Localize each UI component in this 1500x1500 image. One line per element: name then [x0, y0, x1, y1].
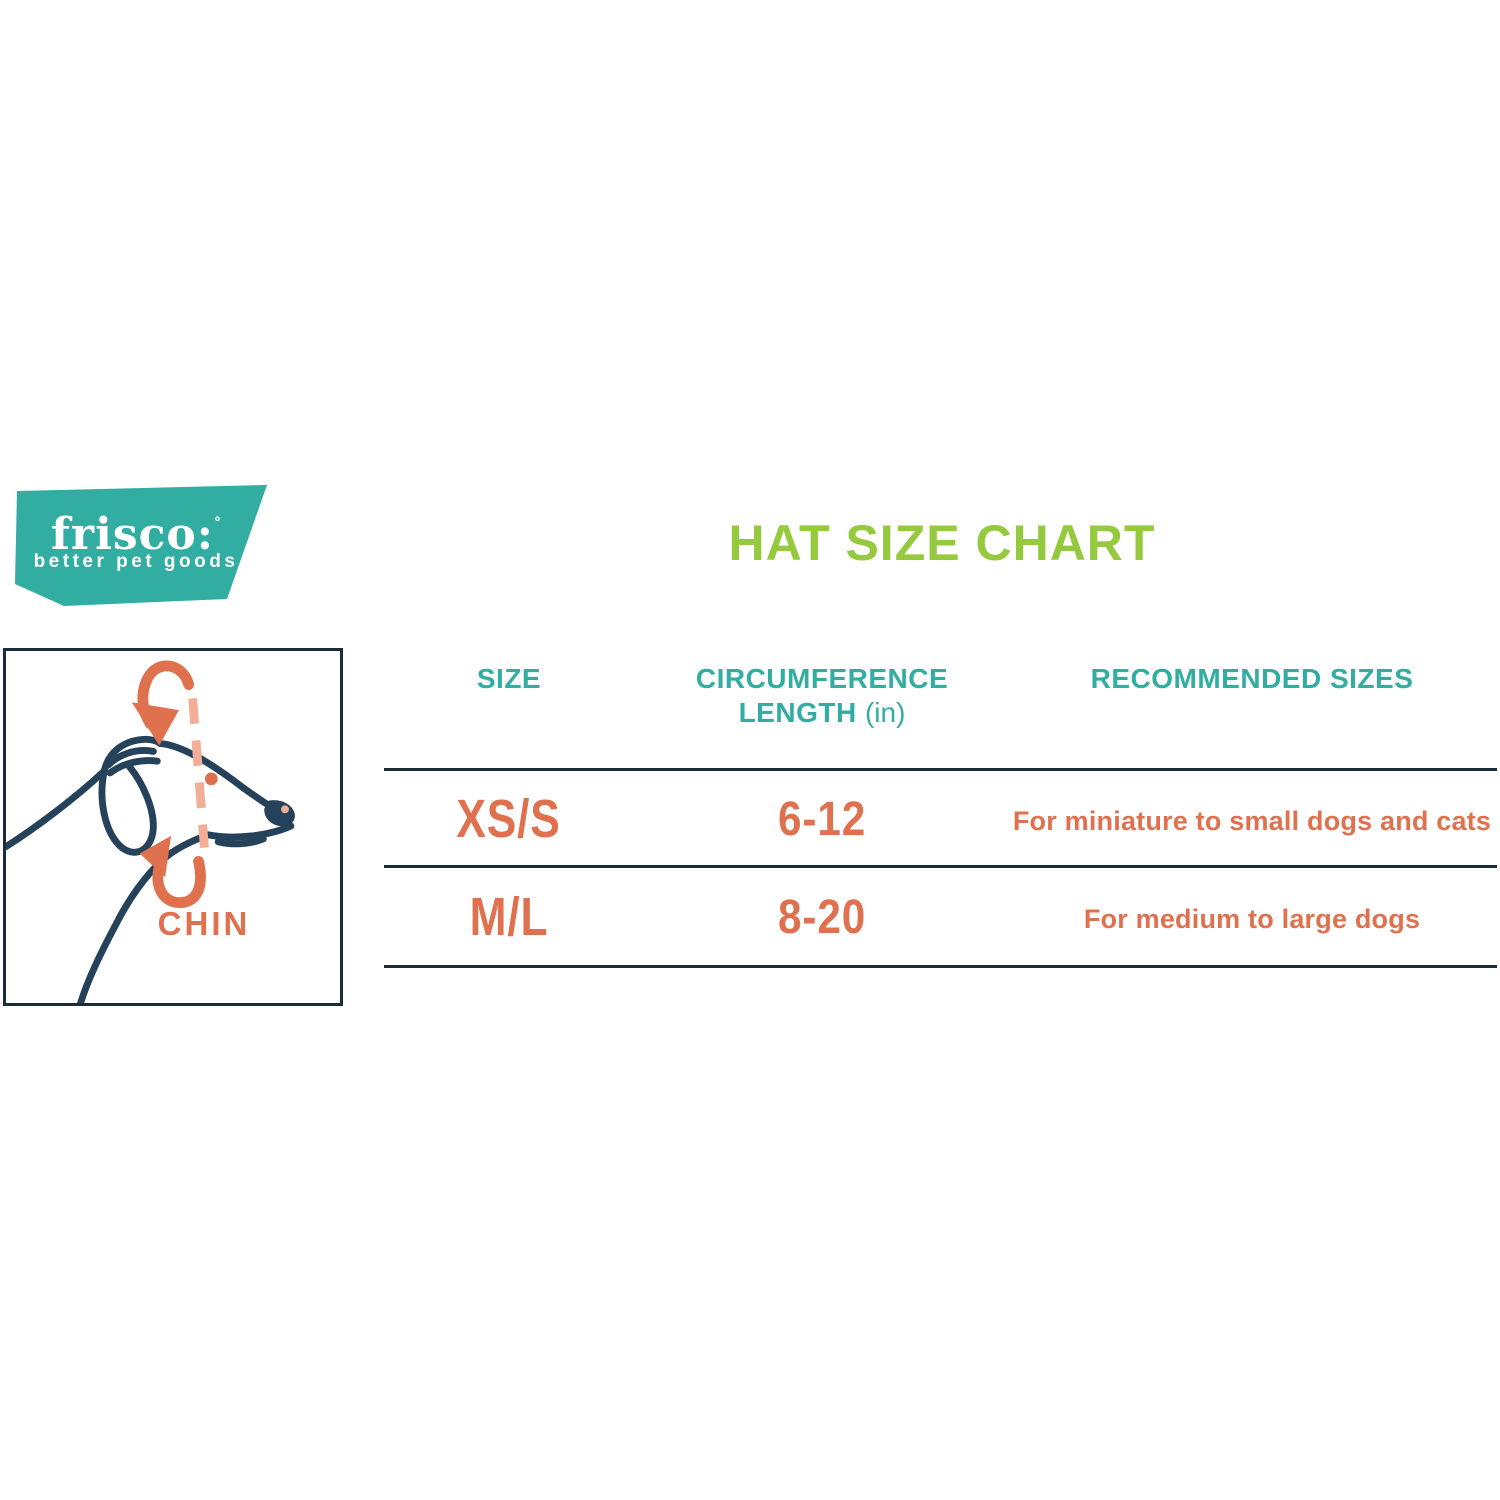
measurement-diagram: CHIN [2, 648, 343, 1007]
brand-name: frisco:° [51, 509, 221, 560]
table-row-xs-s-circumference: 6-12 [777, 792, 867, 846]
frisco-logo: frisco:° better pet goods [15, 485, 267, 607]
column-header-size: SIZE [476, 663, 542, 694]
table-row-m-l-recommended: For medium to large dogs [1083, 903, 1421, 934]
measure-dashed-line [188, 697, 209, 848]
dog-nose [264, 800, 295, 827]
page-title: HAT SIZE CHART [728, 515, 1156, 571]
column-header-recommended: RECOMMENDED SIZES [1090, 663, 1414, 694]
logo-banner-shape [15, 485, 267, 606]
dog-eye [204, 772, 218, 786]
unit-label: (in) [864, 697, 906, 728]
registered-mark-icon: ° [213, 515, 221, 531]
chin-measure-arrow-icon [139, 835, 206, 909]
dog-head-illustration [2, 660, 295, 1007]
chin-label: CHIN [157, 905, 251, 942]
table-row-xs-s-size: XS/S [456, 789, 562, 849]
table-divider [384, 768, 1497, 771]
brand-tagline: better pet goods [33, 551, 239, 572]
column-header-circumference: CIRCUMFERENCE LENGTH (in) [695, 663, 949, 728]
top-measure-arrow-icon [131, 660, 195, 746]
table-divider [384, 965, 1497, 968]
table-row-m-l-size: M/L [469, 887, 549, 947]
table-row-xs-s-recommended: For miniature to small dogs and cats [1012, 805, 1492, 836]
table-divider [384, 865, 1497, 868]
table-row-m-l-circumference: 8-20 [777, 890, 867, 944]
